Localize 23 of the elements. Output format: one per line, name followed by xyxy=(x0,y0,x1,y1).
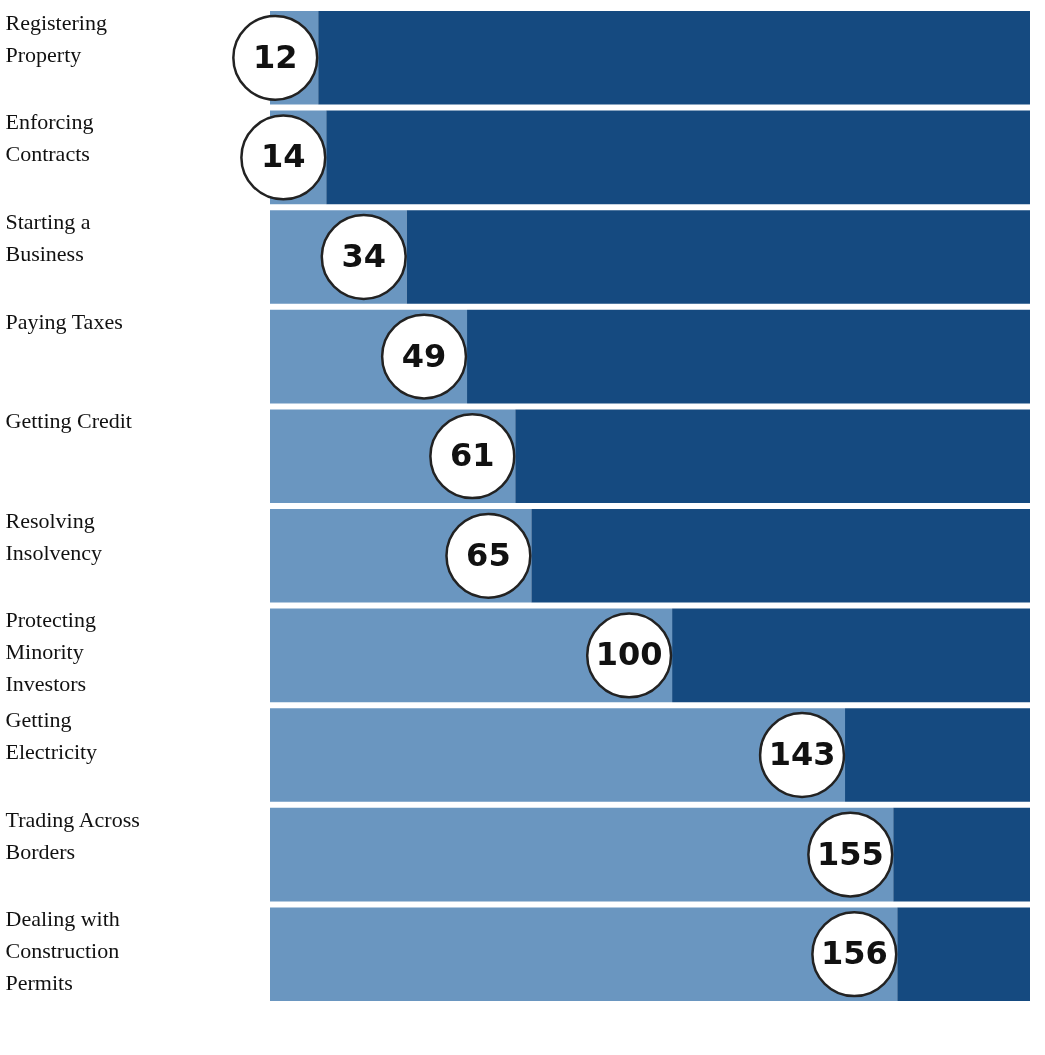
data-label: 61 xyxy=(450,436,495,475)
y-tick-label: Resolving Insolvency xyxy=(5,507,103,565)
y-tick-label: Starting a Business xyxy=(5,209,91,267)
y-tick-label: Dealing with Construction Permits xyxy=(5,906,120,996)
bar xyxy=(270,807,894,902)
y-tick-label: Paying Taxes xyxy=(5,308,123,334)
y-tick-label: Enforcing Contracts xyxy=(5,109,94,167)
data-label: 143 xyxy=(768,734,836,773)
data-label: 34 xyxy=(341,237,386,276)
y-tick-label: Registering Property xyxy=(5,9,107,67)
y-tick-label: Getting Credit xyxy=(5,408,132,434)
bar xyxy=(270,907,898,1001)
data-label: 49 xyxy=(401,336,447,375)
data-label: 12 xyxy=(252,37,298,76)
data-label: 65 xyxy=(466,535,511,574)
data-label: 156 xyxy=(820,934,888,973)
data-label: 14 xyxy=(261,137,306,176)
y-tick-label: Getting Electricity xyxy=(5,706,98,764)
y-tick-label: Trading Across Borders xyxy=(5,806,140,864)
y-tick-label: Protecting Minority Investors xyxy=(5,607,96,697)
data-label: 155 xyxy=(816,834,884,873)
bar xyxy=(270,708,846,802)
data-label: 100 xyxy=(595,635,663,674)
